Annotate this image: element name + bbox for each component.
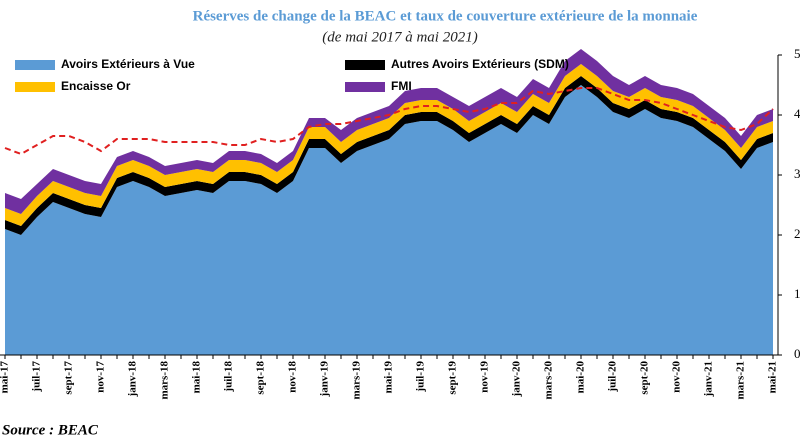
x-tick-label: nov-19 (479, 361, 491, 393)
x-tick-label: janv-18 (127, 361, 139, 398)
y-tick-label: 0 (794, 346, 800, 361)
chart-title: Réserves de change de la BEAC et taux de… (193, 8, 698, 24)
x-tick-label: mars-19 (351, 361, 363, 400)
x-tick-label: juil-17 (31, 361, 43, 393)
x-tick-label: mars-20 (543, 361, 555, 400)
x-tick-label: sept-18 (255, 361, 267, 395)
legend-swatch (15, 60, 55, 70)
x-tick-label: juil-19 (415, 361, 427, 393)
x-tick-label: nov-18 (287, 361, 299, 393)
x-tick-label: mai-17 (0, 361, 11, 394)
x-tick-label: juil-18 (223, 361, 235, 393)
legend-swatch (15, 82, 55, 92)
y-tick-label: 5 (794, 46, 800, 61)
x-tick-label: mai-20 (575, 361, 587, 394)
y-tick-label: 2 (794, 226, 800, 241)
line (4, 87, 774, 156)
x-tick-label: nov-20 (671, 361, 683, 393)
legend-label: Avoirs Extérieurs à Vue (61, 57, 195, 71)
legend-label: FMI (391, 79, 412, 93)
legend-label: Encaisse Or (61, 79, 131, 93)
x-tick-label: sept-20 (639, 361, 651, 395)
x-tick-label: janv-20 (511, 361, 523, 398)
area (5, 85, 773, 355)
source: Source : BEAC (2, 422, 99, 438)
x-tick-label: mai-18 (191, 361, 203, 394)
y-tick-label: 1 (794, 286, 800, 301)
x-tick-label: juil-20 (607, 361, 619, 393)
x-tick-label: mai-19 (383, 361, 395, 394)
legend-swatch (345, 60, 385, 70)
x-tick-label: sept-19 (447, 361, 459, 395)
y-tick-label: 4 (794, 106, 800, 121)
x-tick-label: janv-19 (319, 361, 331, 398)
x-tick-label: sept-17 (63, 361, 75, 395)
x-tick-label: mars-21 (735, 361, 747, 400)
legend-swatch (345, 82, 385, 92)
x-tick-label: janv-21 (703, 361, 715, 397)
legend-label: Autres Avoirs Extérieurs (SDM) (391, 57, 569, 71)
x-tick-label: nov-17 (95, 361, 107, 393)
chart-subtitle: (de mai 2017 à mai 2021) (322, 29, 477, 45)
y-tick-label: 3 (794, 166, 800, 181)
x-tick-label: mai-21 (767, 361, 779, 393)
x-tick-label: mars-18 (159, 361, 171, 400)
